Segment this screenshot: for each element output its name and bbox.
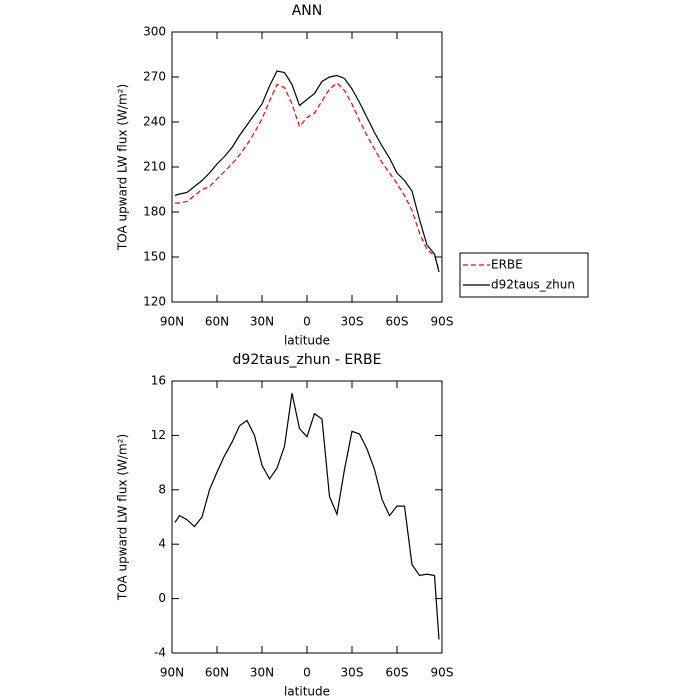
x-tick-label: 30N [250,666,274,680]
chart-title: d92taus_zhun - ERBE [233,352,382,368]
legend-label: ERBE [491,258,523,272]
y-tick-label: 0 [158,591,166,605]
y-tick-label: 300 [143,25,166,39]
plot-frame [171,380,443,654]
y-tick-label: 240 [143,115,166,129]
y-tick-label: 210 [143,160,166,174]
legend-box [459,252,589,298]
y-tick-label: 12 [151,428,166,442]
x-tick-label: 90S [431,315,454,329]
y-tick-label: 16 [151,374,166,388]
x-tick-label: 30N [250,315,274,329]
line [174,393,440,640]
chart-title: ANN [292,3,323,19]
y-tick-label: -4 [154,646,166,660]
y-axis-label: TOA upward LW flux (W/m²) [116,84,130,251]
x-tick-label: 60S [386,666,409,680]
line [174,70,440,273]
x-tick-label: 0 [303,666,311,680]
x-tick-label: 0 [303,315,311,329]
x-tick-label: 60N [205,315,229,329]
y-tick-label: 8 [158,482,166,496]
legend-label: d92taus_zhun [491,278,575,292]
x-axis-label: latitude [284,334,330,348]
x-tick-label: 60N [205,666,229,680]
x-tick-label: 30S [341,666,364,680]
y-tick-label: 120 [143,295,166,309]
y-tick-label: 4 [158,537,166,551]
y-tick-label: 180 [143,205,166,219]
line [175,82,440,271]
plot-frame [171,31,443,303]
y-tick-label: 150 [143,250,166,264]
x-tick-label: 30S [341,315,364,329]
x-tick-label: 90S [431,666,454,680]
x-tick-label: 90N [160,315,184,329]
x-tick-label: 90N [160,666,184,680]
x-tick-label: 60S [386,315,409,329]
y-tick-label: 270 [143,70,166,84]
x-axis-label: latitude [284,685,330,699]
y-axis-label: TOA upward LW flux (W/m²) [116,434,130,601]
